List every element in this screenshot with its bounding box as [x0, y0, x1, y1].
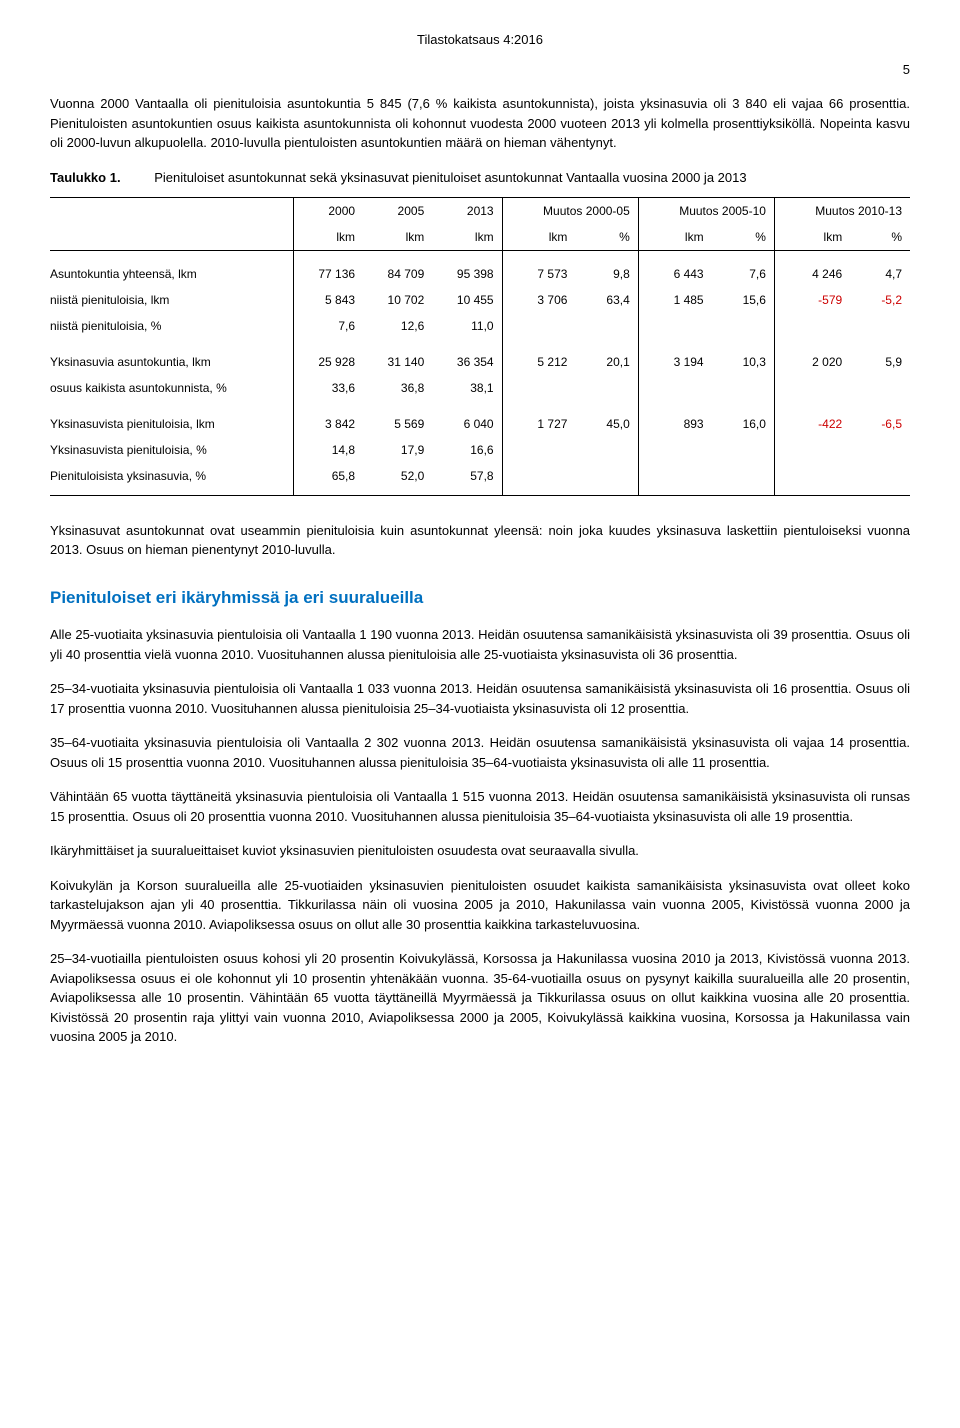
para-4: 25–34-vuotiaita yksinasuvia pientuloisia…	[50, 679, 910, 718]
cell: 5 843	[293, 287, 363, 313]
cell: 45,0	[575, 411, 638, 437]
cell: 16,6	[432, 437, 502, 463]
table-label: Taulukko 1.	[50, 168, 121, 188]
data-table: 2000 2005 2013 Muutos 2000-05 Muutos 200…	[50, 197, 910, 496]
th-lkm-1: lkm	[293, 224, 363, 251]
cell: 12,6	[363, 313, 432, 339]
table-row: Yksinasuvista pienituloisia, % 14,8 17,9…	[50, 437, 910, 463]
cell: 3 194	[638, 349, 711, 375]
cell: 6 040	[432, 411, 502, 437]
cell: -422	[774, 411, 850, 437]
section-heading: Pienituloiset eri ikäryhmissä ja eri suu…	[50, 585, 910, 611]
cell: 33,6	[293, 375, 363, 401]
cell: 65,8	[293, 463, 363, 496]
cell: 57,8	[432, 463, 502, 496]
cell: 10 702	[363, 287, 432, 313]
table-row: niistä pienituloisia, % 7,6 12,6 11,0	[50, 313, 910, 339]
th-pct-3: %	[850, 224, 910, 251]
cell: 77 136	[293, 261, 363, 287]
para-2: Yksinasuvat asuntokunnat ovat useammin p…	[50, 521, 910, 560]
cell: 4 246	[774, 261, 850, 287]
th-lkm-2: lkm	[363, 224, 432, 251]
th-lkm-6: lkm	[774, 224, 850, 251]
cell: 14,8	[293, 437, 363, 463]
cell: 10,3	[712, 349, 775, 375]
th-2013: 2013	[432, 198, 502, 225]
th-2000: 2000	[293, 198, 363, 225]
table-caption: Pienituloiset asuntokunnat sekä yksinasu…	[154, 170, 746, 185]
para-8: Koivukylän ja Korson suuralueilla alle 2…	[50, 876, 910, 935]
cell: 16,0	[712, 411, 775, 437]
cell: 36 354	[432, 349, 502, 375]
cell: 38,1	[432, 375, 502, 401]
cell: 25 928	[293, 349, 363, 375]
cell: -5,2	[850, 287, 910, 313]
cell: 6 443	[638, 261, 711, 287]
cell: 84 709	[363, 261, 432, 287]
para-9: 25–34-vuotiailla pientuloisten osuus koh…	[50, 949, 910, 1047]
row-label: Asuntokuntia yhteensä, lkm	[50, 261, 293, 287]
th-m0510: Muutos 2005-10	[638, 198, 774, 225]
cell: 5,9	[850, 349, 910, 375]
row-label: Pienituloisista yksinasuvia, %	[50, 463, 293, 496]
page-number: 5	[50, 60, 910, 80]
row-label: niistä pienituloisia, %	[50, 313, 293, 339]
table-row: osuus kaikista asuntokunnista, % 33,6 36…	[50, 375, 910, 401]
table-row: Yksinasuvia asuntokuntia, lkm 25 928 31 …	[50, 349, 910, 375]
cell: 1 485	[638, 287, 711, 313]
th-lkm-3: lkm	[432, 224, 502, 251]
table-row: Pienituloisista yksinasuvia, % 65,8 52,0…	[50, 463, 910, 496]
th-m1013: Muutos 2010-13	[774, 198, 910, 225]
cell: 7,6	[712, 261, 775, 287]
para-3: Alle 25-vuotiaita yksinasuvia pientulois…	[50, 625, 910, 664]
cell: 7,6	[293, 313, 363, 339]
row-label: Yksinasuvista pienituloisia, lkm	[50, 411, 293, 437]
th-pct-1: %	[575, 224, 638, 251]
th-lkm-4: lkm	[502, 224, 575, 251]
cell: 52,0	[363, 463, 432, 496]
table-row: niistä pienituloisia, lkm 5 843 10 702 1…	[50, 287, 910, 313]
cell: 15,6	[712, 287, 775, 313]
cell: 893	[638, 411, 711, 437]
cell: 95 398	[432, 261, 502, 287]
cell: 31 140	[363, 349, 432, 375]
row-label: niistä pienituloisia, lkm	[50, 287, 293, 313]
cell: 3 842	[293, 411, 363, 437]
cell: 2 020	[774, 349, 850, 375]
row-label: Yksinasuvista pienituloisia, %	[50, 437, 293, 463]
th-m0005: Muutos 2000-05	[502, 198, 638, 225]
para-7: Ikäryhmittäiset ja suuralueittaiset kuvi…	[50, 841, 910, 861]
para-6: Vähintään 65 vuotta täyttäneitä yksinasu…	[50, 787, 910, 826]
cell: 10 455	[432, 287, 502, 313]
cell: 9,8	[575, 261, 638, 287]
cell: 1 727	[502, 411, 575, 437]
cell: 36,8	[363, 375, 432, 401]
cell: -6,5	[850, 411, 910, 437]
cell: 11,0	[432, 313, 502, 339]
th-pct-2: %	[712, 224, 775, 251]
row-label: osuus kaikista asuntokunnista, %	[50, 375, 293, 401]
doc-header: Tilastokatsaus 4:2016	[50, 30, 910, 50]
cell: 3 706	[502, 287, 575, 313]
row-label: Yksinasuvia asuntokuntia, lkm	[50, 349, 293, 375]
cell: 20,1	[575, 349, 638, 375]
table-title-row: Taulukko 1. Pienituloiset asuntokunnat s…	[50, 168, 910, 188]
table-row: Yksinasuvista pienituloisia, lkm 3 842 5…	[50, 411, 910, 437]
cell: 7 573	[502, 261, 575, 287]
para-intro: Vuonna 2000 Vantaalla oli pienituloisia …	[50, 94, 910, 153]
cell: -579	[774, 287, 850, 313]
cell: 17,9	[363, 437, 432, 463]
cell: 5 569	[363, 411, 432, 437]
cell: 4,7	[850, 261, 910, 287]
cell: 63,4	[575, 287, 638, 313]
th-lkm-5: lkm	[638, 224, 711, 251]
table-row: Asuntokuntia yhteensä, lkm 77 136 84 709…	[50, 261, 910, 287]
th-2005: 2005	[363, 198, 432, 225]
para-5: 35–64-vuotiaita yksinasuvia pientuloisia…	[50, 733, 910, 772]
cell: 5 212	[502, 349, 575, 375]
